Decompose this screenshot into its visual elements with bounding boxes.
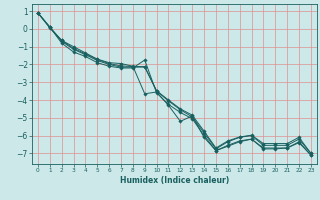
X-axis label: Humidex (Indice chaleur): Humidex (Indice chaleur) <box>120 176 229 185</box>
